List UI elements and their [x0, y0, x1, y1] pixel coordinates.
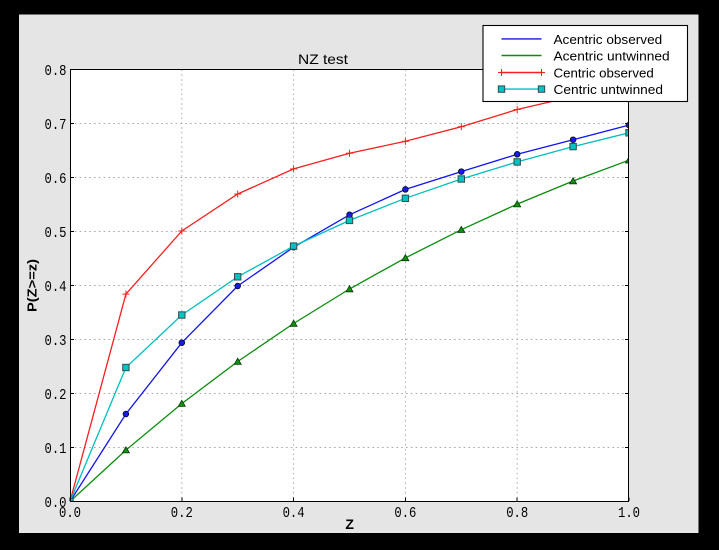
svg-text:0.7: 0.7: [45, 118, 67, 134]
svg-text:Centric observed: Centric observed: [554, 66, 654, 81]
svg-text:0.6: 0.6: [394, 506, 416, 522]
svg-text:0.8: 0.8: [506, 506, 528, 522]
svg-text:0.2: 0.2: [45, 388, 67, 404]
svg-text:0.8: 0.8: [45, 64, 67, 80]
svg-text:0.1: 0.1: [45, 442, 67, 458]
svg-text:NZ test: NZ test: [298, 51, 348, 67]
svg-text:Acentric observed: Acentric observed: [554, 32, 663, 47]
svg-text:0.0: 0.0: [59, 506, 81, 522]
svg-text:0.4: 0.4: [283, 506, 305, 522]
svg-text:0.2: 0.2: [171, 506, 193, 522]
svg-text:0.4: 0.4: [45, 280, 67, 296]
svg-text:P(Z>=z): P(Z>=z): [24, 259, 39, 312]
svg-text:1.0: 1.0: [618, 506, 640, 522]
svg-text:Z: Z: [345, 516, 354, 532]
svg-text:Centric untwinned: Centric untwinned: [554, 82, 664, 97]
svg-text:Acentric untwinned: Acentric untwinned: [554, 49, 670, 64]
svg-text:0.6: 0.6: [45, 172, 67, 188]
svg-text:0.0: 0.0: [45, 496, 67, 512]
svg-text:0.5: 0.5: [45, 226, 67, 242]
svg-text:0.3: 0.3: [45, 334, 67, 350]
